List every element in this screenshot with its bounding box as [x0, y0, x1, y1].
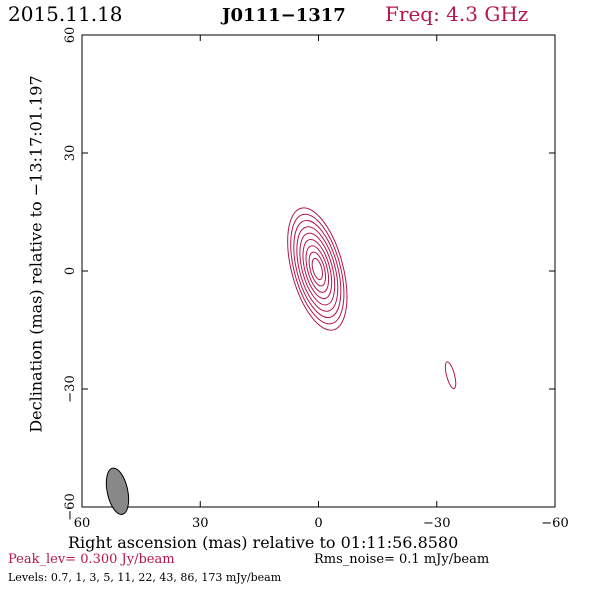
y-tick-label: 0	[63, 267, 78, 275]
contour-line	[311, 257, 323, 281]
contour-line	[305, 245, 330, 293]
contour-line	[302, 238, 333, 300]
x-tick-label: 0	[314, 516, 322, 531]
x-tick-label: 30	[192, 516, 209, 531]
x-tick-label: 60	[74, 516, 91, 531]
plot-frame	[81, 34, 556, 508]
contour-group	[287, 207, 457, 390]
contour-levels: Levels: 0.7, 1, 3, 5, 11, 22, 43, 86, 17…	[8, 571, 282, 584]
y-tick-label: 30	[63, 145, 78, 162]
contour-line	[296, 226, 339, 312]
y-axis-label: Declination (mas) relative to −13:17:01.…	[26, 75, 46, 433]
axis-ticks	[81, 34, 556, 508]
secondary-contour	[444, 361, 457, 390]
rms-noise: Rms_noise= 0.1 mJy/beam	[314, 552, 490, 567]
x-axis-label: Right ascension (mas) relative to 01:11:…	[68, 533, 459, 552]
x-tick-label: −60	[541, 516, 568, 531]
y-tick-label: 60	[63, 27, 78, 44]
observation-date: 2015.11.18	[8, 2, 123, 26]
x-tick-label: −30	[423, 516, 450, 531]
contour-line	[290, 213, 345, 325]
contour-line	[287, 207, 348, 331]
frequency-label: Freq: 4.3 GHz	[385, 2, 529, 26]
y-tick-label: −30	[63, 375, 78, 402]
contour-line	[293, 220, 342, 319]
beam-ellipse	[105, 467, 130, 515]
contour-line	[299, 232, 336, 306]
source-name: J0111−1317	[222, 5, 346, 26]
contour-line	[308, 251, 327, 287]
beam-ellipse-group	[105, 467, 130, 515]
peak-level: Peak_lev= 0.300 Jy/beam	[8, 552, 175, 567]
y-tick-label: −60	[63, 493, 78, 520]
